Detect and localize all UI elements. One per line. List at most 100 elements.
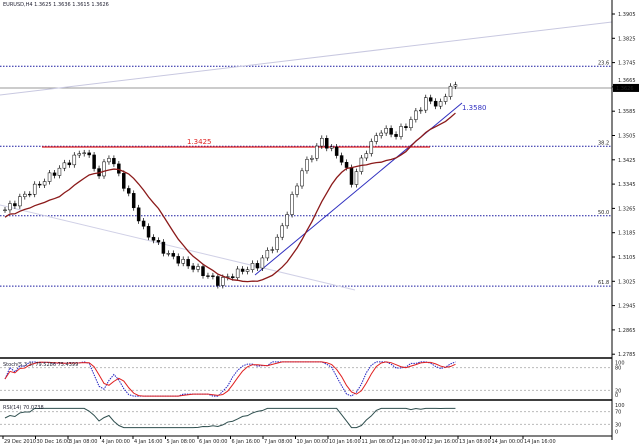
- rsi-tick-label: 100: [615, 403, 625, 409]
- candle-body: [270, 249, 275, 251]
- fib-level-label: 23.6: [598, 60, 609, 66]
- candle-body: [131, 193, 136, 209]
- time-tick-label: 13 Jan 08:00: [459, 439, 491, 445]
- candle-body: [211, 275, 215, 277]
- candle-body: [136, 207, 141, 222]
- candle-body: [156, 240, 161, 243]
- candle-body: [334, 146, 339, 156]
- time-tick-label: 6 Jan 16:00: [232, 439, 260, 445]
- candle-body: [146, 226, 151, 238]
- candle-body: [166, 253, 171, 255]
- candle-body: [201, 266, 205, 276]
- candle-body: [42, 181, 47, 186]
- time-tick-label: 12 Jan 00:00: [394, 439, 426, 445]
- stoch-tick-label: 0: [615, 393, 618, 399]
- candle-body: [77, 153, 81, 156]
- time-tick-label: 14 Jan 16:00: [524, 439, 556, 445]
- candle-body: [428, 97, 433, 102]
- candle-body: [8, 203, 12, 211]
- candle-body: [325, 138, 329, 149]
- candle-body: [404, 126, 408, 128]
- candle-body: [399, 126, 403, 137]
- candle-body: [47, 172, 52, 182]
- stoch-label: Stoch(5,3,3) 79.5286 75.4399: [3, 362, 79, 368]
- price-tick-label: 1.2785: [618, 352, 636, 358]
- price-tick-label: 1.2865: [618, 328, 636, 334]
- candle-body: [171, 253, 176, 257]
- chart-title: EURUSD,H4 1.3625 1.3636 1.3615 1.3626: [3, 2, 109, 8]
- candle-body: [117, 163, 121, 174]
- current-price-box: [613, 83, 639, 92]
- candle-body: [448, 85, 453, 97]
- candle-body: [354, 171, 359, 185]
- price-tick-label: 1.3585: [618, 109, 636, 115]
- price-tick-label: 1.3025: [618, 279, 636, 285]
- candle-body: [87, 152, 91, 156]
- candle-body: [230, 276, 235, 279]
- candle-body: [206, 275, 210, 277]
- price-tick-label: 1.3505: [618, 134, 636, 140]
- price-tick-label: 1.2945: [618, 304, 636, 310]
- candle-body: [290, 194, 294, 215]
- price-tick-label: 1.3665: [618, 78, 636, 84]
- candle-body: [57, 167, 62, 176]
- candle-body: [260, 257, 265, 269]
- candle-body: [419, 109, 423, 112]
- candle-body: [32, 183, 37, 195]
- candle-body: [305, 159, 309, 172]
- time-tick-label: 7 Jan 08:00: [264, 439, 292, 445]
- price-tick-label: 1.3345: [618, 182, 636, 188]
- lower-channel-line: [0, 204, 356, 291]
- candle-body: [424, 97, 428, 111]
- candle-body: [161, 241, 166, 254]
- candle-body: [379, 132, 383, 136]
- candle-body: [374, 135, 378, 142]
- time-tick-label: 10 Jan 00:00: [297, 439, 329, 445]
- candle-body: [265, 250, 270, 259]
- candle-body: [240, 268, 245, 272]
- candle-body: [62, 162, 67, 169]
- candle-body: [127, 188, 131, 194]
- rsi-label: RSI(14) 70.0738: [3, 405, 44, 411]
- stoch-tick-label: 80: [615, 366, 621, 372]
- fib-level-label: 61.8: [598, 280, 609, 286]
- fib-level-label: 38.2: [598, 140, 609, 146]
- time-tick-label: 29 Dec 2010: [4, 439, 36, 445]
- price-tick-label: 1.3745: [618, 61, 636, 67]
- candle-body: [453, 84, 458, 87]
- candle-body: [409, 119, 413, 128]
- stoch-tick-label: 20: [615, 388, 621, 394]
- stoch-signal-line: [4, 361, 456, 397]
- candle-body: [176, 256, 180, 264]
- candle-body: [82, 152, 86, 154]
- candle-body: [329, 146, 334, 149]
- candle-body: [344, 162, 349, 168]
- candle-body: [28, 193, 32, 196]
- stoch-tick-label: 100: [615, 361, 625, 367]
- candle-body: [52, 172, 57, 176]
- current-price-label: 1.3626: [616, 86, 634, 92]
- candle-body: [320, 138, 324, 147]
- candle-body: [191, 265, 195, 270]
- price-tick-label: 1.3185: [618, 231, 636, 237]
- candle-body: [280, 225, 284, 238]
- time-tick-label: 11 Jan 08:00: [362, 439, 394, 445]
- candle-body: [18, 196, 22, 207]
- rsi-line: [4, 407, 456, 429]
- candle-body: [23, 193, 27, 197]
- candle-body: [389, 128, 393, 135]
- moving-average-line: [4, 112, 456, 283]
- candle-body: [414, 110, 418, 120]
- candle-body: [67, 162, 72, 166]
- candle-body: [394, 134, 398, 137]
- time-tick-label: 3 Jan 08:00: [69, 439, 97, 445]
- candle-body: [310, 157, 314, 160]
- rsi-tick-label: 30: [615, 422, 621, 428]
- candle-body: [443, 96, 448, 102]
- candle-body: [141, 220, 146, 227]
- time-tick-label: 12 Jan 16:00: [427, 439, 459, 445]
- candle-body: [339, 155, 344, 163]
- fib-level-label: 50.0: [598, 210, 609, 216]
